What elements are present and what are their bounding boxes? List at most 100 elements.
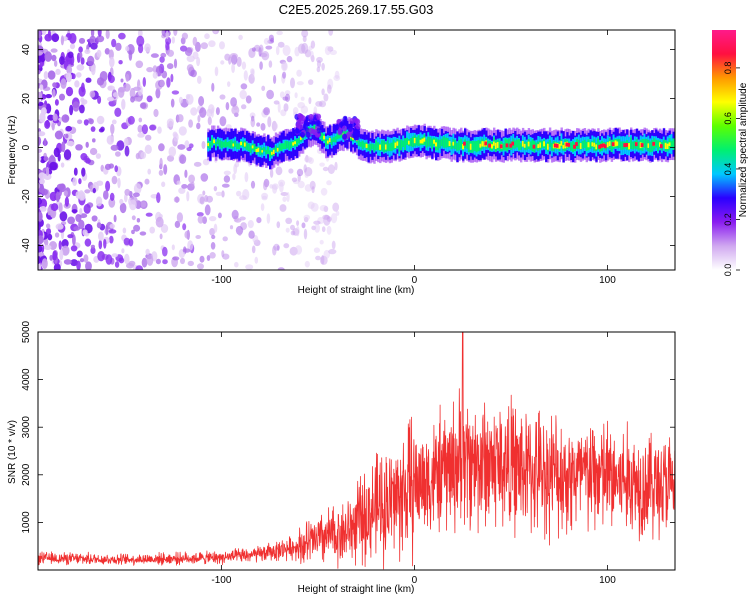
heatmap-cell [311,186,315,194]
heatmap-cell [308,45,313,51]
heatmap-cell [64,196,69,207]
heatmap-cell [201,141,206,149]
heatmap-cell [196,122,201,130]
heatmap-cell [573,144,578,149]
heatmap-cell [276,221,281,229]
heatmap-cell [173,58,178,69]
heatmap-cell [43,244,52,250]
heatmap-cell [328,137,332,143]
heatmap-cell [111,119,117,125]
heatmap-cell [631,141,635,150]
colorbar: 0.0 0.2 0.4 0.6 0.8 Normalized spectral ampl… [712,30,749,276]
heatmap-cell [334,70,340,79]
y-tick-label: 3000 [21,416,32,439]
heatmap-cell [322,214,330,220]
heatmap-cell [213,186,218,192]
heatmap-cell [173,133,179,142]
heatmap-cell [520,143,523,150]
heatmap-cell [65,125,72,132]
heatmap-cell [238,34,243,41]
heatmap-cell [323,135,326,140]
heatmap-cell [301,30,309,38]
heatmap-cell [494,142,498,149]
heatmap-cell [309,50,314,61]
heatmap-cell [231,63,236,74]
heatmap-cell [69,33,77,44]
heatmap-cell [319,204,328,212]
heatmap-cell [221,190,225,198]
heatmap-cell [342,133,347,140]
heatmap-cell [55,68,61,75]
heatmap-cell [122,227,127,234]
heatmap-cell [61,245,70,256]
heatmap-cell [236,56,242,67]
heatmap-cell [616,141,619,146]
heatmap-cell [188,174,196,184]
heatmap-cell [142,77,146,87]
colorbar-ticks: 0.0 0.2 0.4 0.6 0.8 [723,62,740,276]
heatmap-cell [406,137,409,145]
heatmap-cell [450,142,453,150]
heatmap-cell [250,118,256,128]
heatmap-cell [265,149,268,155]
heatmap-cell [166,63,174,70]
heatmap-cell [300,96,305,101]
heatmap-cell [47,233,53,241]
heatmap-cell [109,192,115,201]
heatmap-cell [234,218,242,223]
heatmap-cell [319,239,324,245]
heatmap-cell [124,188,131,196]
heatmap-cell [277,41,285,48]
heatmap-cell [92,138,96,143]
heatmap-cell [276,147,280,152]
heatmap-cell [371,143,374,150]
heatmap-cell [124,253,130,265]
heatmap-cell [296,226,300,237]
spectrogram-x-ticks: -100 0 100 [211,30,616,286]
heatmap-cell [206,255,211,261]
heatmap-cell [535,142,538,150]
heatmap-cell [173,196,180,203]
heatmap-cell [144,43,151,52]
heatmap-cell [51,203,59,212]
heatmap-cell [550,142,554,151]
heatmap-cell [481,141,484,147]
heatmap-cell [286,55,293,63]
heatmap-cell [114,165,118,173]
heatmap-cell [245,142,249,150]
heatmap-cell [185,94,190,100]
heatmap-cell [321,88,325,96]
heatmap-cell [527,141,531,147]
heatmap-cell [493,141,496,146]
heatmap-cell [282,143,285,149]
heatmap-cell [159,157,163,169]
heatmap-cell [239,89,247,100]
heatmap-cell [400,139,403,151]
heatmap-cell [38,51,43,56]
heatmap-cell [334,161,338,171]
heatmap-cell [157,126,162,134]
heatmap-cell [239,195,247,201]
heatmap-cell [271,151,274,155]
heatmap-cell [523,143,527,148]
heatmap-cell [97,251,105,262]
heatmap-cell [467,140,471,152]
heatmap-cell [352,130,358,137]
heatmap-cell [129,199,137,211]
heatmap-cell [452,141,455,146]
heatmap-cell [620,141,623,150]
heatmap-cell [192,51,199,60]
heatmap-cell [49,254,53,261]
heatmap-cell [307,201,315,209]
heatmap-cell [124,193,128,203]
heatmap-cell [90,244,95,249]
heatmap-cell [59,93,65,101]
heatmap-cell [173,30,178,36]
heatmap-cell [261,192,269,200]
heatmap-cell [614,140,617,147]
heatmap-cell [67,234,74,239]
heatmap-cell [191,181,195,188]
x-tick-label: -100 [211,575,231,586]
heatmap-cell [221,250,225,258]
heatmap-cell [38,148,43,154]
